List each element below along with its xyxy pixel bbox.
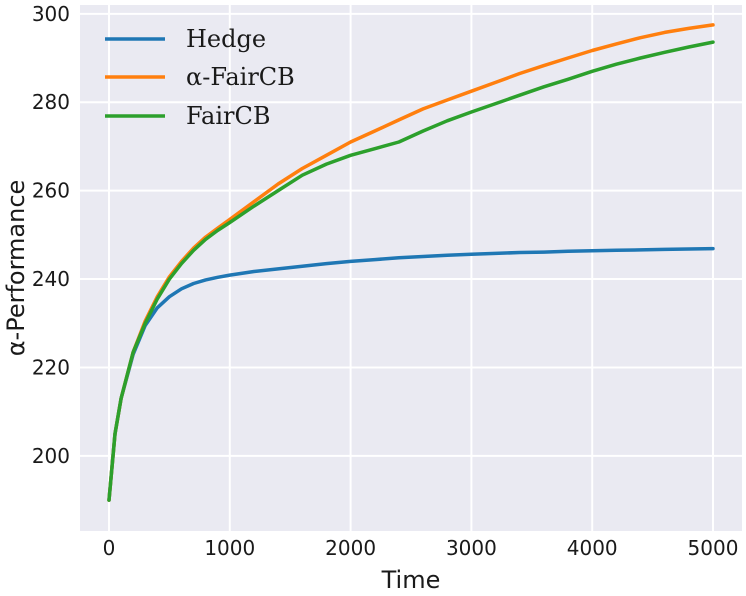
legend-label-hedge: Hedge bbox=[186, 25, 266, 53]
x-tick-label: 4000 bbox=[567, 536, 618, 560]
y-axis-label: α-Performance bbox=[2, 180, 30, 357]
x-tick-label: 5000 bbox=[688, 536, 739, 560]
grid-lines bbox=[80, 5, 742, 531]
x-tick-label: 0 bbox=[103, 536, 116, 560]
series-layer bbox=[107, 23, 715, 502]
y-tick-label: 220 bbox=[32, 355, 70, 379]
series-line-hedge bbox=[107, 246, 715, 502]
y-tick-label: 240 bbox=[32, 267, 70, 291]
y-tick-label: 300 bbox=[32, 2, 70, 26]
legend-label-alpha-faircb: α-FairCB bbox=[186, 63, 295, 91]
x-tick-label: 2000 bbox=[325, 536, 376, 560]
x-axis-ticks: 0 1000 2000 3000 4000 5000 bbox=[103, 536, 739, 560]
y-tick-label: 200 bbox=[32, 444, 70, 468]
x-axis-label: Time bbox=[381, 566, 441, 594]
y-tick-label: 260 bbox=[32, 179, 70, 203]
series-line-faircb bbox=[107, 40, 715, 502]
x-tick-label: 1000 bbox=[204, 536, 255, 560]
legend: Hedge α-FairCB FairCB bbox=[105, 25, 295, 130]
legend-label-faircb: FairCB bbox=[186, 102, 270, 130]
y-axis-ticks: 200 220 240 260 280 300 bbox=[32, 2, 70, 468]
x-tick-label: 3000 bbox=[446, 536, 497, 560]
plot-area bbox=[80, 5, 742, 531]
y-tick-label: 280 bbox=[32, 90, 70, 114]
